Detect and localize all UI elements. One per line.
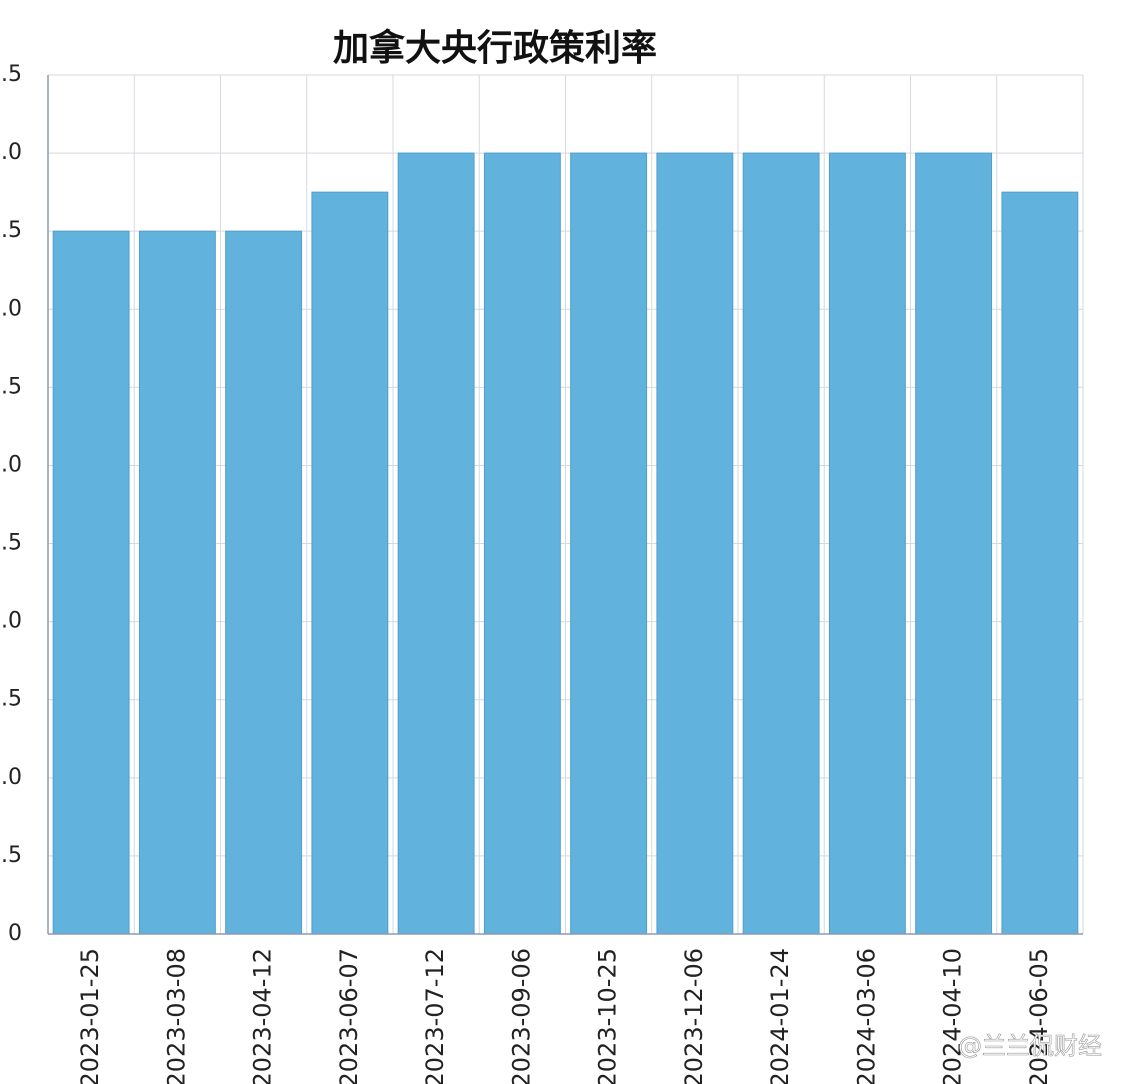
watermark: @兰兰侃财经 <box>958 1032 1102 1060</box>
y-tick-label: 2.5 <box>0 531 22 556</box>
y-tick-label: 5.0 <box>0 140 22 165</box>
x-tick-label: 2023-12-06 <box>680 948 708 1084</box>
y-tick-label: 4.5 <box>0 218 22 243</box>
y-tick-label: 4.0 <box>0 296 22 321</box>
x-tick-label: 2023-09-06 <box>507 948 535 1084</box>
bar <box>742 152 820 935</box>
bar <box>915 152 993 935</box>
bar <box>311 191 389 935</box>
y-tick-label: 1.0 <box>0 765 22 790</box>
x-tick-label: 2024-06-05 <box>1025 948 1053 1084</box>
bar <box>138 230 216 935</box>
x-tick-label: 2023-04-12 <box>249 948 277 1084</box>
bar <box>483 152 561 935</box>
y-tick-label: 0.5 <box>0 843 22 868</box>
x-tick-label: 2024-03-06 <box>852 948 880 1084</box>
y-tick-label: 0 <box>8 921 22 946</box>
x-tick-label: 2023-03-08 <box>162 948 190 1084</box>
y-tick-label: 3.5 <box>0 374 22 399</box>
chart-title: 加拿大央行政策利率 <box>333 27 657 69</box>
bar <box>828 152 906 935</box>
x-tick-label: 2023-07-12 <box>421 948 449 1084</box>
y-tick-label: 3.0 <box>0 452 22 477</box>
bar <box>1001 191 1079 935</box>
bar <box>570 152 648 935</box>
bar <box>397 152 475 935</box>
y-tick-label: 1.5 <box>0 687 22 712</box>
bar <box>52 230 130 935</box>
x-tick-label: 2023-06-07 <box>335 948 363 1084</box>
x-tick-label: 2024-04-10 <box>939 948 967 1084</box>
y-tick-label: 5.5 <box>0 62 22 87</box>
x-tick-label: 2023-01-25 <box>76 948 104 1084</box>
bar <box>656 152 734 935</box>
bar <box>225 230 303 935</box>
y-tick-label: 2.0 <box>0 609 22 634</box>
x-tick-label: 2024-01-24 <box>766 948 794 1084</box>
x-tick-label: 2023-10-25 <box>594 948 622 1084</box>
